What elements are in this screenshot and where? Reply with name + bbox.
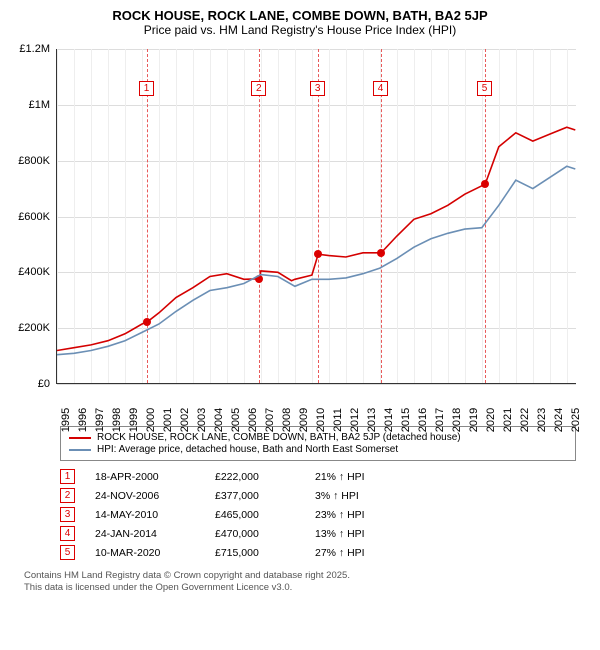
- legend-item: ROCK HOUSE, ROCK LANE, COMBE DOWN, BATH,…: [69, 432, 567, 443]
- ytick-label: £1.2M: [4, 43, 50, 55]
- sale-index: 4: [60, 526, 75, 541]
- sale-date: 10-MAR-2020: [95, 547, 195, 559]
- xtick-label: 2005: [230, 408, 242, 432]
- sale-row: 5 10-MAR-2020 £715,000 27% ↑ HPI: [60, 545, 576, 560]
- sale-diff: 3% ↑ HPI: [315, 490, 415, 502]
- sale-index: 3: [60, 507, 75, 522]
- xtick-label: 2011: [332, 408, 344, 432]
- sale-diff: 13% ↑ HPI: [315, 528, 415, 540]
- xtick-label: 2004: [213, 408, 225, 432]
- xtick-label: 2016: [417, 408, 429, 432]
- xtick-label: 2000: [145, 408, 157, 432]
- legend-swatch: [69, 449, 91, 451]
- legend-label: ROCK HOUSE, ROCK LANE, COMBE DOWN, BATH,…: [97, 432, 461, 443]
- sale-price: £715,000: [215, 547, 295, 559]
- sales-table: 1 18-APR-2000 £222,000 21% ↑ HPI 2 24-NOV-200…: [60, 469, 576, 560]
- sale-index: 2: [60, 488, 75, 503]
- chart-container: 12345£0£200K£400K£600K£800K£1M£1.2M19951…: [4, 43, 592, 420]
- ytick-label: £200K: [4, 322, 50, 334]
- sale-diff: 23% ↑ HPI: [315, 509, 415, 521]
- xtick-label: 2008: [281, 408, 293, 432]
- sale-date: 24-NOV-2006: [95, 490, 195, 502]
- sale-row: 3 14-MAY-2010 £465,000 23% ↑ HPI: [60, 507, 576, 522]
- chart-title-2: Price paid vs. HM Land Registry's House …: [0, 23, 600, 43]
- sale-row: 1 18-APR-2000 £222,000 21% ↑ HPI: [60, 469, 576, 484]
- sale-diff: 27% ↑ HPI: [315, 547, 415, 559]
- ytick-label: £1M: [4, 99, 50, 111]
- xtick-label: 2018: [451, 408, 463, 432]
- sale-price: £377,000: [215, 490, 295, 502]
- xtick-label: 1999: [128, 408, 140, 432]
- xtick-label: 2023: [536, 408, 548, 432]
- sale-row: 4 24-JAN-2014 £470,000 13% ↑ HPI: [60, 526, 576, 541]
- sale-price: £222,000: [215, 471, 295, 483]
- legend-label: HPI: Average price, detached house, Bath…: [97, 444, 398, 455]
- xtick-label: 2014: [383, 408, 395, 432]
- footer-attribution: Contains HM Land Registry data © Crown c…: [24, 570, 576, 595]
- sale-date: 14-MAY-2010: [95, 509, 195, 521]
- xtick-label: 2010: [315, 408, 327, 432]
- sale-price: £465,000: [215, 509, 295, 521]
- xtick-label: 2017: [434, 408, 446, 432]
- sale-row: 2 24-NOV-2006 £377,000 3% ↑ HPI: [60, 488, 576, 503]
- xtick-label: 1996: [77, 408, 89, 432]
- sale-date: 24-JAN-2014: [95, 528, 195, 540]
- xtick-label: 2019: [468, 408, 480, 432]
- xtick-label: 2003: [196, 408, 208, 432]
- sale-diff: 21% ↑ HPI: [315, 471, 415, 483]
- xtick-label: 2002: [179, 408, 191, 432]
- xtick-label: 2009: [298, 408, 310, 432]
- footer-line-2: This data is licensed under the Open Gov…: [24, 582, 576, 594]
- sale-index: 1: [60, 469, 75, 484]
- xtick-label: 2022: [519, 408, 531, 432]
- xtick-label: 2015: [400, 408, 412, 432]
- xtick-label: 2024: [553, 408, 565, 432]
- xtick-label: 2007: [264, 408, 276, 432]
- sale-index: 5: [60, 545, 75, 560]
- xtick-label: 2020: [485, 408, 497, 432]
- xtick-label: 2001: [162, 408, 174, 432]
- xtick-label: 2025: [570, 408, 582, 432]
- xtick-label: 2006: [247, 408, 259, 432]
- xtick-label: 1997: [94, 408, 106, 432]
- xtick-label: 1998: [111, 408, 123, 432]
- ytick-label: £400K: [4, 266, 50, 278]
- xtick-label: 2021: [502, 408, 514, 432]
- xtick-label: 1995: [60, 408, 72, 432]
- legend-item: HPI: Average price, detached house, Bath…: [69, 444, 567, 455]
- chart-lines: [57, 49, 577, 384]
- xtick-label: 2012: [349, 408, 361, 432]
- ytick-label: £800K: [4, 155, 50, 167]
- ytick-label: £600K: [4, 211, 50, 223]
- series-property: [57, 127, 575, 350]
- ytick-label: £0: [4, 378, 50, 390]
- legend-swatch: [69, 437, 91, 439]
- xtick-label: 2013: [366, 408, 378, 432]
- sale-date: 18-APR-2000: [95, 471, 195, 483]
- footer-line-1: Contains HM Land Registry data © Crown c…: [24, 570, 576, 582]
- sale-price: £470,000: [215, 528, 295, 540]
- chart-title-1: ROCK HOUSE, ROCK LANE, COMBE DOWN, BATH,…: [0, 0, 600, 23]
